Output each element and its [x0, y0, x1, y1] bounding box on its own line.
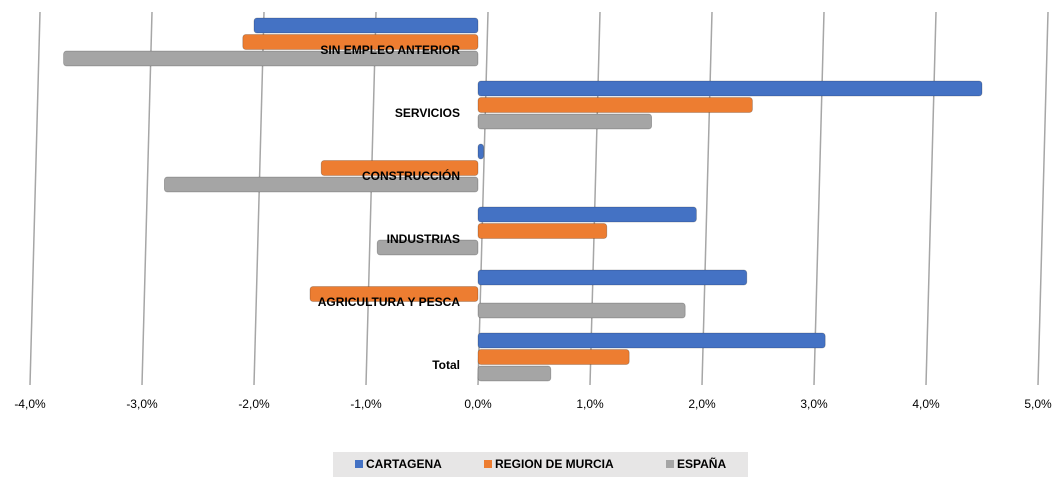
- grid-line: [477, 11, 489, 386]
- bar: [477, 332, 826, 349]
- x-tick-label: 2,0%: [688, 397, 716, 411]
- x-tick-label: 0,0%: [464, 397, 492, 411]
- category-label: CONSTRUCCIÓN: [362, 168, 460, 183]
- legend-box: [333, 452, 748, 477]
- bar: [309, 286, 479, 302]
- grid-line: [813, 11, 825, 386]
- grid-line: [589, 11, 601, 386]
- bar: [376, 239, 479, 256]
- x-tick-label: 3,0%: [800, 397, 828, 411]
- legend-label: CARTAGENA: [366, 457, 442, 471]
- x-tick-label: -1,0%: [350, 397, 382, 411]
- bar: [477, 113, 653, 130]
- bar: [63, 50, 479, 67]
- grid-line: [1037, 11, 1049, 386]
- bar: [477, 97, 753, 113]
- bar: [163, 176, 479, 193]
- x-tick-label: 5,0%: [1024, 397, 1052, 411]
- grid-line: [29, 11, 41, 386]
- legend-label: ESPAÑA: [677, 456, 726, 471]
- category-label: SERVICIOS: [395, 106, 460, 120]
- x-tick-label: -4,0%: [14, 397, 46, 411]
- bar: [477, 143, 484, 160]
- bar: [477, 365, 552, 382]
- bar: [477, 349, 630, 365]
- x-tick-label: 4,0%: [912, 397, 940, 411]
- bar: [477, 302, 686, 319]
- category-label: Total: [432, 358, 460, 372]
- category-label: SIN EMPLEO ANTERIOR: [320, 43, 460, 57]
- bar: [477, 223, 608, 239]
- x-tick-label: -3,0%: [126, 397, 158, 411]
- legend-swatch: [666, 460, 674, 468]
- x-tick-label: 1,0%: [576, 397, 604, 411]
- category-label: INDUSTRIAS: [387, 232, 460, 246]
- bar: [242, 34, 479, 50]
- legend-swatch: [484, 460, 492, 468]
- grid-line: [365, 11, 377, 386]
- bar: [477, 206, 697, 223]
- grid-line: [701, 11, 713, 386]
- bar: [477, 269, 748, 286]
- grid-line: [925, 11, 937, 386]
- legend-label: REGION DE MURCIA: [495, 457, 614, 471]
- bar: [477, 80, 983, 97]
- bar: [253, 17, 479, 34]
- legend-swatch: [355, 460, 363, 468]
- x-tick-label: -2,0%: [238, 397, 270, 411]
- grid-line: [141, 11, 153, 386]
- bar: [320, 160, 479, 176]
- grid-line: [253, 11, 265, 386]
- category-label: AGRICULTURA Y PESCA: [318, 295, 461, 309]
